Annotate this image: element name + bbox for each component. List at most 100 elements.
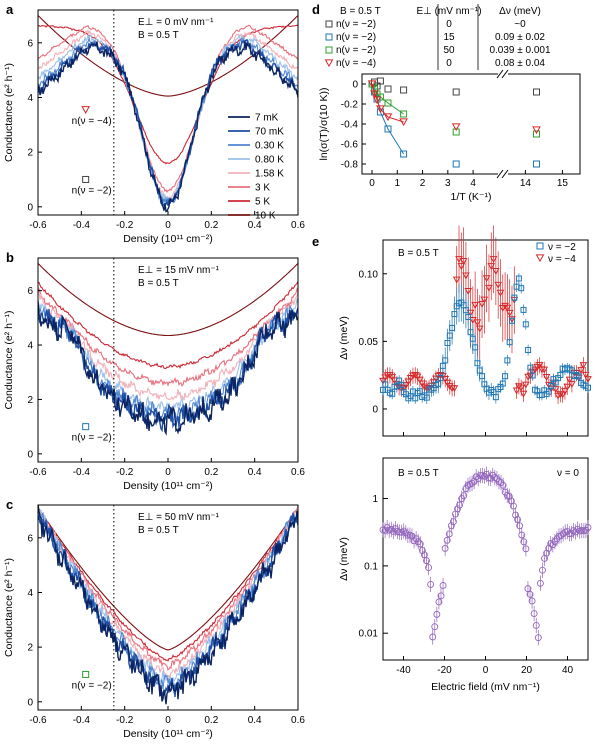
data-point-nu-0 bbox=[410, 537, 418, 545]
x-tick-label: 0 bbox=[369, 178, 375, 189]
data-point-nu-0 bbox=[433, 610, 441, 618]
data-point-nu-minus4 bbox=[563, 383, 572, 391]
data-point-nu-minus4 bbox=[558, 391, 567, 399]
annotation: B = 0.5 T bbox=[398, 248, 439, 259]
x-tick-label: 2 bbox=[420, 178, 426, 189]
table-row-field: 50 bbox=[443, 45, 455, 56]
data-point-nu-0 bbox=[468, 479, 476, 487]
x-tick-label: 0.2 bbox=[204, 467, 218, 478]
data-point-nu-0 bbox=[439, 582, 447, 589]
y-tick-label: 4 bbox=[27, 93, 33, 104]
x-tick-label: 0.6 bbox=[291, 220, 305, 231]
data-point-nu-minus2 bbox=[518, 285, 525, 292]
y-tick-label: 0 bbox=[27, 697, 33, 708]
data-point-nu-minus4 bbox=[379, 377, 387, 385]
table-marker bbox=[325, 33, 333, 41]
panel-label: c bbox=[6, 497, 13, 512]
x-tick-label: -0.4 bbox=[73, 467, 91, 478]
x-tick-label: 0.4 bbox=[248, 220, 262, 231]
curve-5-K bbox=[38, 24, 298, 165]
curve-1p58-K bbox=[38, 290, 298, 401]
data-point-nu-minus2 bbox=[442, 357, 449, 364]
data-point-nu-minus2 bbox=[502, 373, 509, 380]
data-point-nu-0 bbox=[429, 633, 437, 641]
data-point-nu-0 bbox=[414, 538, 422, 546]
data-point bbox=[372, 96, 382, 105]
table-row-field: 0 bbox=[446, 19, 452, 30]
data-point bbox=[532, 126, 541, 135]
x-axis-label: Electric field (mV nm⁻¹) bbox=[431, 681, 540, 693]
panel-c: -0.6 -0.4 -0.2 0 0.2 0.4 0.6 0 2 4 6 Density (10¹¹ … bbox=[3, 497, 305, 740]
data-point-nu-minus4 bbox=[450, 385, 459, 393]
data-point-nu-minus4 bbox=[579, 362, 588, 370]
data-point bbox=[370, 90, 379, 99]
marker-label: n(ν = −2) bbox=[72, 433, 112, 444]
data-point-nu-0 bbox=[481, 472, 488, 480]
axes-frame bbox=[382, 457, 589, 661]
x-tick-label: 1 bbox=[394, 178, 400, 189]
panel-b: -0.6 -0.4 -0.2 0 0.2 0.4 0.6 0 2 4 6 Density (10¹¹ … bbox=[3, 250, 305, 492]
table-row-field: 15 bbox=[443, 32, 455, 43]
data-point-nu-0 bbox=[538, 566, 546, 574]
legend-marker bbox=[536, 242, 544, 250]
data-point-nu-minus4 bbox=[443, 379, 452, 387]
x-axis-label: 1/T (K⁻¹) bbox=[451, 191, 492, 203]
panel-label: d bbox=[312, 2, 320, 17]
legend-label: 10 K bbox=[255, 211, 276, 222]
y-tick-label: 0 bbox=[27, 449, 33, 460]
data-point-nu-minus4 bbox=[432, 375, 440, 383]
data-point-nu-0 bbox=[420, 551, 428, 559]
data-point bbox=[533, 160, 540, 168]
data-point-nu-minus4 bbox=[404, 378, 413, 386]
data-point-nu-minus4 bbox=[487, 263, 496, 271]
data-point bbox=[383, 113, 393, 122]
y-tick-label: 4 bbox=[27, 588, 33, 599]
data-point-nu-minus4 bbox=[544, 381, 553, 389]
annotation: B = 0.5 T bbox=[398, 468, 439, 479]
panel-a: -0.6 -0.4 -0.2 0 0.2 0.4 0.6 0 2 4 6 Density (10¹¹ … bbox=[3, 2, 305, 245]
data-point bbox=[376, 105, 385, 114]
data-point-nu-minus2 bbox=[398, 381, 405, 388]
data-point-nu-minus2 bbox=[511, 294, 518, 301]
legend-marker bbox=[535, 254, 545, 263]
data-point-nu-minus4 bbox=[485, 284, 493, 292]
data-point-nu-minus4 bbox=[517, 384, 526, 392]
table-marker bbox=[325, 20, 333, 28]
data-point-nu-0 bbox=[574, 525, 582, 533]
table-row-label: n(ν = −2) bbox=[336, 19, 376, 30]
x-tick-label: -0.2 bbox=[116, 715, 134, 726]
data-point-nu-minus4 bbox=[457, 263, 466, 271]
table-row-label: n(ν = −4) bbox=[336, 58, 376, 69]
data-point-nu-0 bbox=[435, 598, 443, 606]
data-point-nu-minus4 bbox=[501, 302, 509, 310]
data-point-nu-minus2 bbox=[504, 357, 511, 364]
data-point-nu-minus4 bbox=[411, 372, 420, 379]
data-point-nu-0 bbox=[472, 473, 480, 481]
data-point bbox=[367, 80, 377, 89]
x-tick-label: -0.4 bbox=[73, 715, 91, 726]
table-row-label: n(ν = −2) bbox=[336, 45, 376, 56]
annotation: B = 0.5 T bbox=[138, 30, 179, 41]
table-marker bbox=[324, 59, 334, 68]
legend-label: ν = 0 bbox=[557, 468, 579, 479]
data-point-nu-minus4 bbox=[482, 275, 491, 283]
data-point-nu-minus4 bbox=[505, 309, 514, 317]
x-tick-label: 40 bbox=[562, 665, 574, 676]
data-point-nu-minus4 bbox=[540, 366, 549, 374]
data-point-nu-0 bbox=[443, 536, 451, 544]
curve-70-mK bbox=[38, 307, 298, 433]
y-tick-label: 6 bbox=[27, 533, 33, 544]
curve-10-K bbox=[38, 507, 298, 651]
curve-7-mK bbox=[38, 41, 298, 213]
data-point-nu-0 bbox=[534, 634, 542, 642]
data-point-nu-minus4 bbox=[475, 325, 484, 333]
y-tick-label: -0.8 bbox=[341, 160, 359, 171]
marker-label: n(ν = −2) bbox=[72, 185, 112, 196]
annotation: E⊥ = 15 mV nm⁻¹ bbox=[138, 265, 220, 276]
x-tick-label: -0.4 bbox=[73, 220, 91, 231]
data-point-nu-0 bbox=[454, 505, 461, 513]
data-point-nu-minus4 bbox=[473, 319, 482, 327]
data-point-nu-0 bbox=[536, 579, 544, 587]
data-point-nu-minus4 bbox=[489, 256, 498, 264]
